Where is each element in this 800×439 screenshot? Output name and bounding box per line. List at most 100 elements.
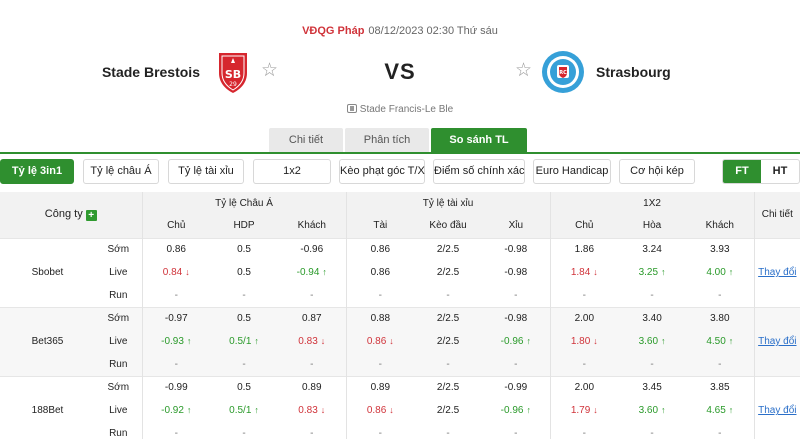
- filter-over-under-button[interactable]: Tỷ lệ tài xỉu: [168, 159, 244, 184]
- home-team-logo[interactable]: SB 29: [210, 49, 256, 95]
- odds-value: 3.24: [642, 244, 662, 256]
- company-name[interactable]: 188Bet: [0, 375, 95, 439]
- match-header: VĐQG Pháp 08/12/2023 02:30 Thứ sáu Stade …: [0, 0, 800, 126]
- company-name[interactable]: Bet365: [0, 306, 95, 376]
- table-row: Sbobet Sớm 0.86 0.5 -0.96 0.86 2/2.5 -0.98 1.86 3…: [0, 237, 800, 307]
- tab-details[interactable]: Chi tiết: [269, 128, 343, 152]
- plus-icon[interactable]: +: [85, 210, 97, 222]
- odds-cell: -: [210, 353, 279, 376]
- odds-value: 2/2.5: [436, 382, 460, 394]
- odds-value: -: [650, 358, 654, 370]
- odds-cell: 0.86: [141, 237, 211, 261]
- home-team-name[interactable]: Stade Brestois: [101, 64, 200, 80]
- match-datetime: 08/12/2023 02:30 Thứ sáu: [368, 25, 498, 37]
- arrow-down-icon: ↓: [593, 267, 598, 277]
- odds-cell: -: [414, 353, 483, 376]
- odds-cell: -: [686, 422, 754, 439]
- odds-cell: -0.96: [278, 237, 347, 261]
- odds-value: 0.83: [298, 405, 318, 416]
- odds-value: -0.96: [300, 244, 324, 256]
- odds-value: 1.79: [570, 405, 591, 416]
- odds-value: -: [242, 358, 246, 370]
- col-header-draw: Hòa: [618, 214, 687, 238]
- odds-value: 0.86: [370, 244, 391, 256]
- odds-cell: -: [549, 353, 619, 376]
- col-header-over: Tài: [345, 214, 415, 238]
- odds-cell: 3.80: [686, 306, 755, 330]
- odds-cell: -: [141, 353, 211, 376]
- col-header-1x2-away: Khách: [686, 214, 755, 238]
- odds-cell: -: [345, 284, 415, 307]
- table-row: Live -0.92 ↑ 0.5/1 ↑ 0.83 ↓ 0.86 ↓ 2/2.5 -0.96 ↑ 1.7…: [0, 399, 800, 422]
- group-header-asian: Tỷ lệ Châu Á: [141, 192, 347, 214]
- odds-value: -: [378, 358, 382, 370]
- odds-value: -: [582, 428, 586, 439]
- odds-cell: -0.97: [141, 306, 211, 330]
- odds-cell: 0.83 ↓: [278, 330, 347, 353]
- favorite-home-star-icon[interactable]: ☆: [261, 60, 279, 81]
- filter-corners-button[interactable]: Kèo phạt góc T/X: [339, 159, 425, 184]
- col-header-1x2-home: Chủ: [549, 214, 619, 238]
- filter-3in1-button[interactable]: Tỷ lệ 3in1: [0, 159, 74, 184]
- arrow-up-icon: ↑: [322, 267, 327, 277]
- filter-1x2-button[interactable]: 1x2: [253, 159, 331, 184]
- full-time-toggle[interactable]: FT: [723, 160, 761, 183]
- odds-value: 4.00: [706, 267, 726, 278]
- odds-value: 3.45: [642, 382, 662, 394]
- odds-value: 2.00: [574, 313, 595, 325]
- odds-cell: -: [141, 284, 211, 307]
- odds-value: -: [174, 289, 178, 301]
- odds-type-label: Sớm: [95, 375, 143, 399]
- odds-cell: -: [618, 422, 686, 439]
- odds-cell: -0.98: [482, 237, 551, 261]
- odds-cell: -: [549, 422, 619, 439]
- filter-asian-handicap-button[interactable]: Tỷ lệ châu Á: [83, 159, 159, 184]
- odds-value: -: [514, 428, 518, 439]
- filter-correct-score-button[interactable]: Điểm số chính xác: [433, 159, 525, 184]
- odds-cell: 2/2.5: [414, 330, 483, 353]
- odds-cell: 2/2.5: [414, 306, 483, 330]
- arrow-up-icon: ↑: [526, 336, 531, 346]
- odds-value: -: [378, 428, 382, 439]
- odds-cell: 4.65 ↑: [686, 399, 754, 422]
- tab-analysis[interactable]: Phân tích: [345, 128, 429, 152]
- arrow-up-icon: ↑: [526, 405, 531, 415]
- change-history-link[interactable]: Thay đổi: [758, 336, 797, 347]
- odds-cell: -: [618, 284, 686, 307]
- favorite-away-star-icon[interactable]: ☆: [515, 60, 533, 81]
- odds-value: -: [174, 358, 178, 370]
- odds-cell: 0.89: [345, 375, 415, 399]
- odds-value: 1.86: [574, 244, 595, 256]
- odds-cell: 0.84 ↓: [141, 261, 211, 284]
- odds-value: -0.97: [164, 313, 188, 325]
- odds-value: 3.60: [638, 405, 659, 416]
- arrow-up-icon: ↑: [661, 405, 666, 415]
- filter-double-chance-button[interactable]: Cơ hội kép: [619, 159, 695, 184]
- odds-cell: 0.86: [345, 261, 415, 284]
- half-time-toggle[interactable]: HT: [772, 165, 788, 177]
- odds-value: 0.86: [370, 267, 391, 278]
- odds-value: 0.5/1: [229, 336, 252, 347]
- league-name[interactable]: VĐQG Pháp: [302, 25, 365, 37]
- away-team-logo[interactable]: RC: [540, 49, 586, 95]
- odds-value: -0.98: [504, 267, 528, 278]
- odds-value: 2/2.5: [436, 313, 460, 325]
- odds-type-label: Sớm: [95, 237, 143, 261]
- away-team-name[interactable]: Strasbourg: [596, 64, 671, 80]
- odds-value: -: [310, 289, 314, 301]
- company-name[interactable]: Sbobet: [0, 237, 95, 307]
- odds-cell: 2/2.5: [414, 375, 483, 399]
- col-header-away: Khách: [278, 214, 347, 238]
- odds-value: -: [718, 358, 722, 370]
- odds-value: -0.96: [500, 336, 524, 347]
- filter-euro-handicap-button[interactable]: Euro Handicap: [533, 159, 611, 184]
- tab-odds-comparison[interactable]: So sánh TL: [431, 128, 527, 152]
- change-history-link[interactable]: Thay đổi: [758, 405, 797, 417]
- odds-cell: 3.93: [686, 237, 755, 261]
- odds-cell: 3.40: [618, 306, 687, 330]
- odds-cell: 0.88: [345, 306, 415, 330]
- change-history-link[interactable]: Thay đổi: [758, 267, 797, 278]
- arrow-down-icon: ↓: [593, 336, 598, 346]
- table-row: Run - - - - - - - - -: [0, 353, 800, 376]
- odds-cell: 0.5: [210, 375, 279, 399]
